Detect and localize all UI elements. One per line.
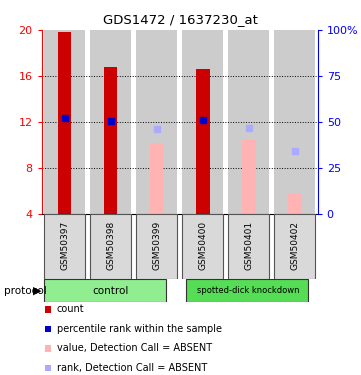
Bar [136,214,177,279]
Bar [44,214,85,279]
Text: percentile rank within the sample: percentile rank within the sample [57,324,222,334]
Bar [44,30,85,214]
Text: value, Detection Call = ABSENT: value, Detection Call = ABSENT [57,344,212,353]
Bar [288,193,301,214]
Text: GSM50402: GSM50402 [290,221,299,270]
Bar [186,279,308,302]
Text: GSM50397: GSM50397 [60,220,69,270]
Bar [182,30,223,214]
Text: ▶: ▶ [33,286,42,296]
Bar [90,214,131,279]
Bar [90,30,131,214]
Bar [104,67,117,214]
Bar [274,214,315,279]
Text: GSM50401: GSM50401 [244,220,253,270]
Text: GSM50400: GSM50400 [198,220,207,270]
Text: GSM50398: GSM50398 [106,220,115,270]
Bar [242,140,256,214]
Text: GSM50399: GSM50399 [152,220,161,270]
Text: rank, Detection Call = ABSENT: rank, Detection Call = ABSENT [57,363,207,373]
Bar [196,69,209,214]
Text: count: count [57,304,84,314]
Text: spotted-dick knockdown: spotted-dick knockdown [197,286,300,295]
Bar [150,142,164,214]
Bar [274,30,315,214]
Bar [44,279,166,302]
Text: protocol: protocol [4,286,46,296]
Text: GDS1472 / 1637230_at: GDS1472 / 1637230_at [103,13,258,26]
Bar [229,214,269,279]
Bar [58,32,71,214]
Bar [229,30,269,214]
Bar [182,214,223,279]
Text: control: control [92,286,129,296]
Bar [136,30,177,214]
